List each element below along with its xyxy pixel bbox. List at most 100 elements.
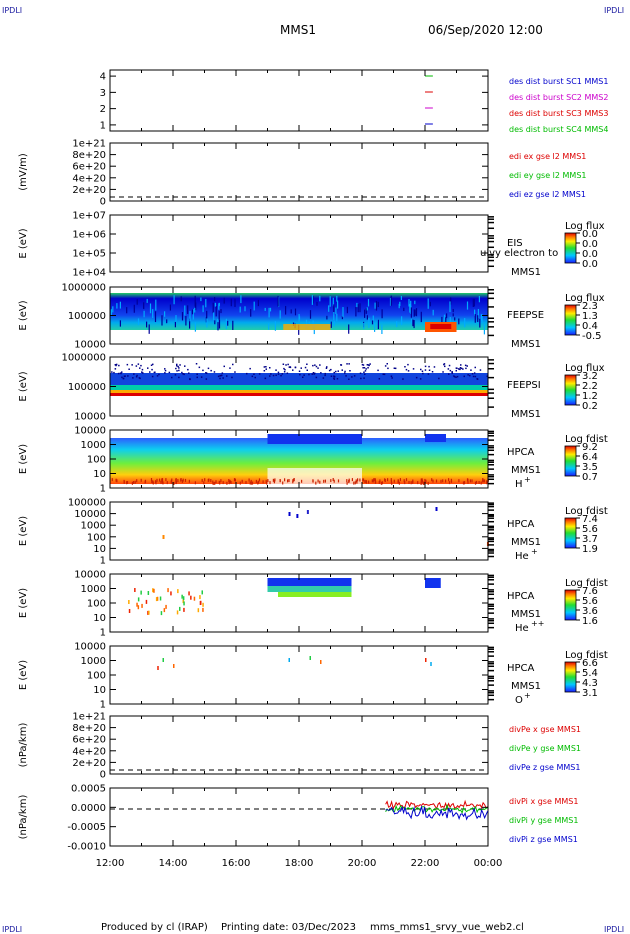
feepsi-dot xyxy=(333,378,336,380)
feepse-streak xyxy=(215,306,217,317)
feepse-streak xyxy=(374,302,376,309)
y-tick-label: 2e+20 xyxy=(72,758,106,769)
feepsi-dot xyxy=(246,372,248,375)
feepsi-dot xyxy=(315,376,318,379)
y-tick-label: 4e+20 xyxy=(72,173,106,184)
colorbar-label: 3.6 xyxy=(582,606,598,617)
feepse-streak xyxy=(412,319,414,327)
feepse-streak xyxy=(403,307,405,312)
feepsi-dot xyxy=(464,364,467,367)
feepsi-dot xyxy=(336,378,339,380)
hpca-he2-streak xyxy=(177,589,179,594)
hpca-h-streak xyxy=(355,479,357,483)
hpca-h-streak xyxy=(184,478,187,482)
panel-frame-hpca_he xyxy=(109,501,489,561)
feepse-streak xyxy=(336,295,338,302)
hpca-he2-streak xyxy=(182,596,185,601)
feepse-streak xyxy=(450,297,452,305)
y-tick-label: 1 xyxy=(100,484,106,495)
feepsi-dot xyxy=(219,377,221,380)
hpca-h-streak xyxy=(165,478,167,482)
hpca-h-streak xyxy=(432,479,434,483)
feepse-streak xyxy=(355,306,357,317)
feepsi-dot xyxy=(333,375,335,377)
mission-title: MMS1 xyxy=(280,23,316,37)
hpca-he2-streak xyxy=(155,597,158,602)
feepsi-dot xyxy=(386,363,388,365)
feepsi-dot xyxy=(298,370,301,372)
footer-printing-date: Printing date: 03/Dec/2023 xyxy=(221,922,356,933)
feepsi-dot xyxy=(390,375,393,377)
y-tick-label: -0.0005 xyxy=(67,822,106,833)
feepsi-dot xyxy=(198,366,201,369)
feepsi-dot xyxy=(349,370,351,372)
feepse-streak xyxy=(148,324,150,334)
hpca-h-streak xyxy=(134,480,136,484)
feepsi-dot xyxy=(263,366,266,368)
hpca-h-streak xyxy=(161,480,163,484)
feepsi-dot xyxy=(196,376,198,379)
feepse-streak xyxy=(396,321,398,328)
y-tick-label: 10 xyxy=(93,685,106,696)
feepsi-dot xyxy=(137,363,140,365)
legend-entry-divpe-2: divPe z gse MMS1 xyxy=(509,763,580,772)
feepsi-dot xyxy=(221,372,224,374)
x-tick-label: 12:00 xyxy=(96,858,125,869)
hpca-h-streak xyxy=(250,479,252,483)
feepse-warm-spot xyxy=(283,324,331,330)
feepsi-dot xyxy=(200,376,203,378)
feepsi-dot xyxy=(404,366,406,368)
hpca-h-streak xyxy=(177,479,179,483)
hpca-h-streak xyxy=(346,479,348,483)
feepse-streak xyxy=(381,324,383,334)
feepsi-dot xyxy=(364,373,366,375)
hpca-h-streak xyxy=(166,481,168,485)
hpca-h-streak xyxy=(425,479,427,483)
hpca-h-streak xyxy=(333,479,335,483)
feepsi-dot xyxy=(122,377,125,380)
feepse-streak xyxy=(363,322,365,330)
hpca-he2-cyan xyxy=(267,586,352,592)
feepsi-dot xyxy=(360,377,362,380)
feepsi-dot xyxy=(348,363,350,365)
hpca-h-streak xyxy=(474,481,477,485)
feepse-streak xyxy=(368,317,370,328)
y-axis-label-feepsi: E (eV) xyxy=(18,371,29,401)
feepse-streak xyxy=(214,320,216,325)
y-tick-label: 1 xyxy=(100,120,106,131)
feepsi-dot xyxy=(205,372,207,374)
heatmap-hpca_he xyxy=(162,507,489,546)
hpca-h-streak xyxy=(354,481,356,485)
panel-feepsi: 1000000 100000 10000 E (eV) FEEPSI MMS1 Log fl… xyxy=(18,353,605,423)
feepsi-dot xyxy=(420,368,422,371)
feepse-streak xyxy=(429,301,431,307)
hpca-h-streak xyxy=(458,479,460,483)
feepsi-dot xyxy=(147,367,149,369)
hpca-h-streak xyxy=(351,478,353,482)
y-tick-label: 1 xyxy=(100,700,106,711)
feepse-streak xyxy=(206,318,208,328)
feepsi-dot xyxy=(451,371,453,373)
feepse-streak xyxy=(240,295,242,304)
colorbar-title: Log fdist xyxy=(565,434,608,445)
feepsi-dot xyxy=(465,367,467,370)
panel-hpca_o: 10000 1000 100 10 1 E (eV) HPCA MMS1 O + Log fdist… xyxy=(18,642,608,711)
species-label: O xyxy=(515,695,523,706)
feepsi-dot xyxy=(363,371,365,373)
feepsi-dot xyxy=(182,373,184,375)
footer-script: mms_mms1_srvy_vue_web2.cl xyxy=(370,922,524,933)
feepse-streak xyxy=(337,300,339,309)
hpca-h-streak xyxy=(222,481,224,485)
feepsi-dot xyxy=(128,368,130,370)
feepsi-dot xyxy=(213,371,216,373)
feepsi-dot xyxy=(460,364,462,366)
hpca-h-streak xyxy=(207,478,209,482)
colorbar xyxy=(564,304,577,336)
feepse-streak xyxy=(174,321,176,328)
feepsi-dot xyxy=(281,373,284,375)
feepsi-dot xyxy=(391,377,393,379)
feepsi-dot xyxy=(207,367,210,370)
hpca-h-streak xyxy=(249,481,251,485)
colorbar-label: 5.4 xyxy=(582,668,598,679)
colorbar-label: 0.0 xyxy=(582,229,598,240)
